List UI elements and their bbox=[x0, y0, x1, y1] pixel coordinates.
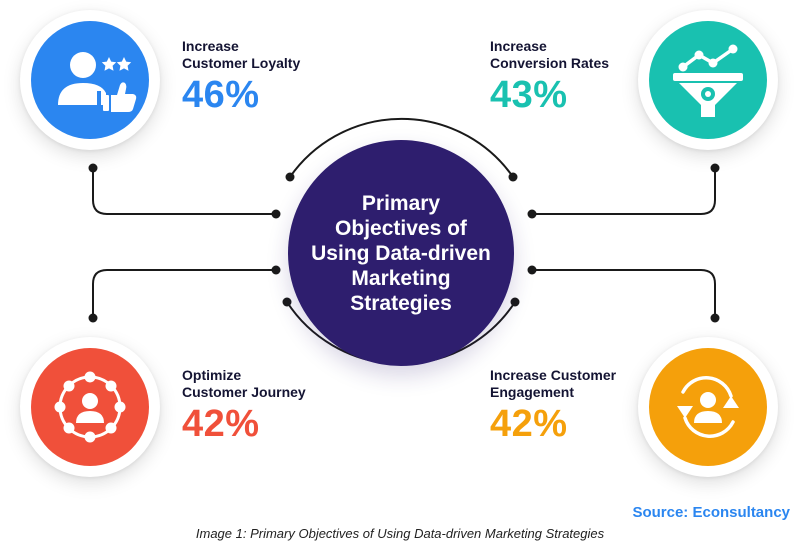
connector-dot bbox=[285, 172, 295, 182]
connector-dot bbox=[282, 297, 292, 307]
connector-loyalty bbox=[92, 168, 276, 215]
stat-value: 43% bbox=[490, 74, 568, 116]
image-caption: Image 1: Primary Objectives of Using Dat… bbox=[195, 526, 605, 541]
stat-label: Optimize Customer Journey bbox=[182, 367, 306, 400]
stat-value: 42% bbox=[182, 403, 260, 445]
connector-dot bbox=[527, 209, 537, 219]
center-circle: Primary Objectives of Using Data-driven … bbox=[288, 140, 514, 366]
connector-engagement bbox=[532, 269, 716, 318]
stat-customer-journey: Optimize Customer Journey 42% bbox=[182, 367, 382, 444]
source-label: Source: Econsultancy bbox=[632, 504, 790, 521]
center-title: Primary Objectives of Using Data-driven … bbox=[311, 191, 491, 315]
connector-dot bbox=[710, 313, 720, 323]
connector-dot bbox=[88, 163, 98, 173]
stat-customer-engagement: Increase Customer Engagement 42% bbox=[490, 367, 690, 444]
customer-engagement-badge bbox=[638, 337, 778, 477]
top-arc bbox=[289, 117, 514, 178]
connector-dot bbox=[271, 209, 281, 219]
connector-dot bbox=[88, 313, 98, 323]
customer-engagement-icon bbox=[649, 348, 767, 466]
stat-value: 46% bbox=[182, 74, 260, 116]
connector-dot bbox=[271, 265, 281, 275]
connector-dot bbox=[508, 172, 518, 182]
connector-journey bbox=[92, 269, 276, 318]
stat-label: Increase Conversion Rates bbox=[490, 38, 610, 71]
connector-dot bbox=[710, 163, 720, 173]
stat-customer-loyalty: Increase Customer Loyalty 46% bbox=[182, 38, 382, 115]
customer-journey-icon bbox=[31, 348, 149, 466]
connector-dot bbox=[510, 297, 520, 307]
stat-label: Increase Customer Engagement bbox=[490, 367, 617, 400]
connector-dot bbox=[527, 265, 537, 275]
conversion-funnel-icon bbox=[649, 21, 767, 139]
connector-conversion bbox=[532, 168, 716, 215]
stat-conversion-rates: Increase Conversion Rates 43% bbox=[490, 38, 690, 115]
customer-loyalty-icon bbox=[31, 21, 149, 139]
conversion-rates-badge bbox=[638, 10, 778, 150]
customer-loyalty-badge bbox=[20, 10, 160, 150]
stat-value: 42% bbox=[490, 403, 568, 445]
customer-journey-badge bbox=[20, 337, 160, 477]
stat-label: Increase Customer Loyalty bbox=[182, 38, 301, 71]
